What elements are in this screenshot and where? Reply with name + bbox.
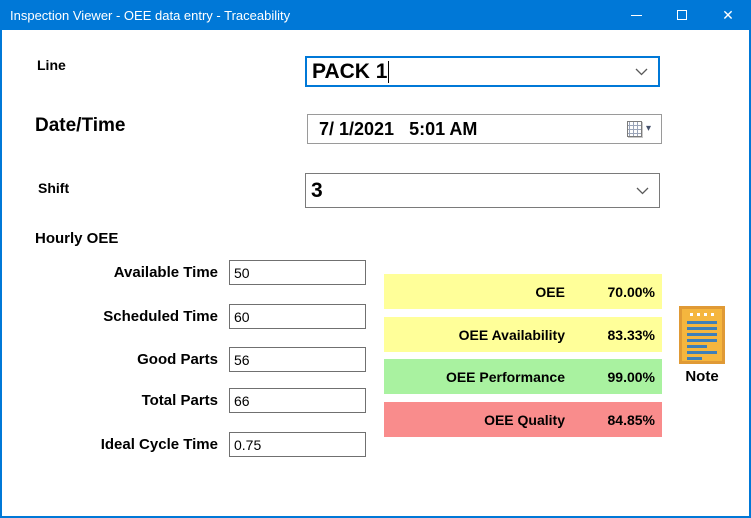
shift-combobox[interactable]: 3 (305, 173, 660, 208)
oee-availability-value: 83.33% (607, 326, 655, 343)
scheduled-time-row: Scheduled Time (57, 304, 366, 329)
oee-availability-row: OEE Availability 83.33% (384, 317, 662, 352)
text-caret (388, 60, 390, 83)
line-combobox[interactable]: PACK 1 (305, 56, 660, 87)
line-value: PACK 1 (312, 59, 388, 83)
hourly-oee-section-label: Hourly OEE (35, 230, 119, 247)
note-binding-dots (687, 313, 717, 316)
line-label: Line (37, 57, 66, 73)
minimize-icon (630, 14, 642, 16)
chevron-down-icon (635, 68, 648, 75)
oee-result-value: 70.00% (607, 283, 655, 300)
close-icon: ✕ (722, 7, 734, 23)
note-block: Note (670, 306, 734, 385)
total-parts-row: Total Parts (57, 388, 366, 413)
oee-quality-value: 84.85% (607, 411, 655, 428)
total-parts-label: Total Parts (141, 392, 218, 409)
available-time-row: Available Time (57, 260, 366, 285)
available-time-input[interactable] (229, 260, 366, 285)
oee-performance-value: 99.00% (607, 368, 655, 385)
calendar-icon (626, 121, 642, 137)
oee-performance-row: OEE Performance 99.00% (384, 359, 662, 394)
maximize-icon (677, 10, 687, 20)
chevron-down-icon (636, 187, 649, 194)
shift-label: Shift (38, 180, 70, 196)
title-bar: Inspection Viewer - OEE data entry - Tra… (2, 2, 749, 30)
good-parts-input[interactable] (229, 347, 366, 372)
oee-performance-label: OEE Performance (445, 368, 565, 385)
ideal-cycle-time-row: Ideal Cycle Time (57, 432, 366, 457)
available-time-label: Available Time (113, 264, 218, 281)
datetime-value: 7/ 1/2021 5:01 AM (319, 118, 478, 139)
ideal-cycle-time-input[interactable] (229, 432, 366, 457)
datetime-picker[interactable]: 7/ 1/2021 5:01 AM ▾ (307, 114, 662, 144)
oee-quality-row: OEE Quality 84.85% (384, 402, 662, 437)
note-label: Note (685, 368, 719, 385)
oee-result-row: OEE 70.00% (384, 274, 662, 309)
good-parts-row: Good Parts (57, 347, 366, 372)
note-icon[interactable] (679, 306, 725, 364)
oee-quality-label: OEE Quality (484, 411, 565, 428)
ideal-cycle-time-label: Ideal Cycle Time (100, 436, 218, 453)
scheduled-time-label: Scheduled Time (103, 308, 218, 325)
minimize-button[interactable] (613, 2, 659, 30)
dropdown-arrow-icon: ▾ (645, 123, 651, 134)
window-title: Inspection Viewer - OEE data entry - Tra… (10, 7, 291, 23)
total-parts-input[interactable] (229, 388, 366, 413)
shift-value: 3 (311, 178, 323, 202)
maximize-button[interactable] (659, 2, 705, 30)
close-button[interactable]: ✕ (705, 2, 749, 30)
datetime-label: Date/Time (35, 115, 126, 136)
oee-availability-label: OEE Availability (458, 326, 565, 343)
oee-result-label: OEE (535, 283, 565, 300)
scheduled-time-input[interactable] (229, 304, 366, 329)
good-parts-label: Good Parts (137, 351, 218, 368)
